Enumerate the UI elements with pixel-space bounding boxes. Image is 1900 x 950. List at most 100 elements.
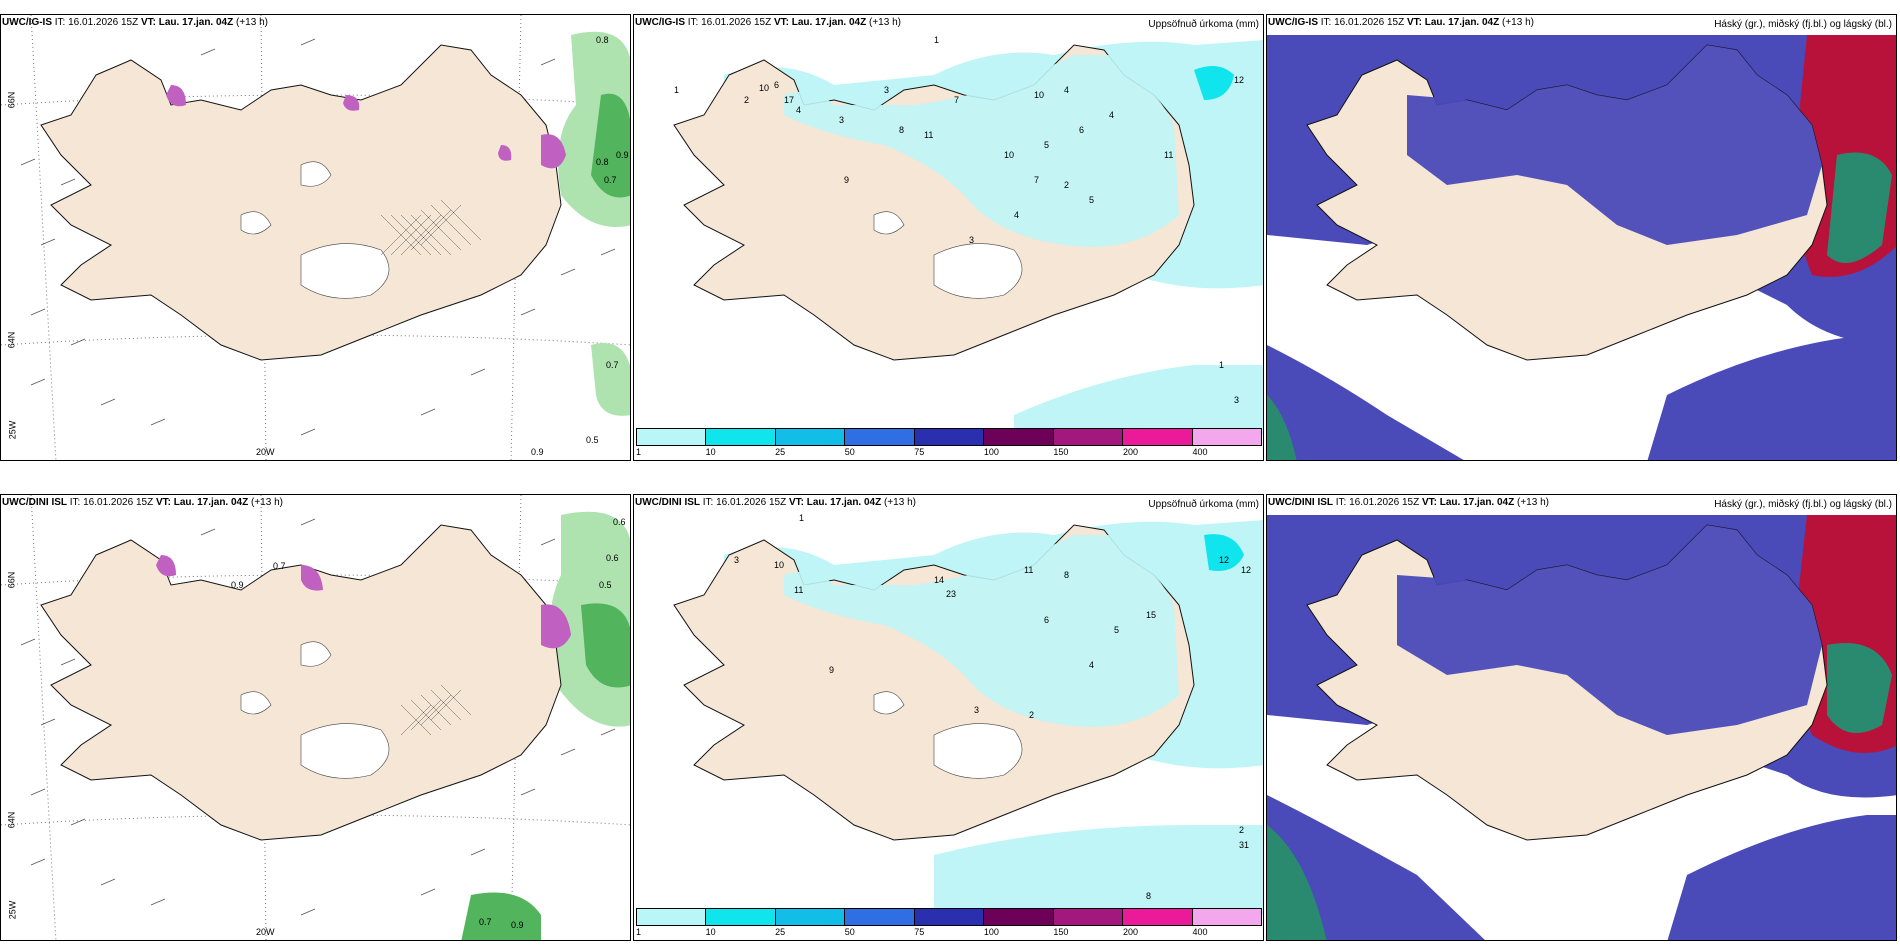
iceland-landmass [40,524,562,841]
colorbar-tick: 25 [775,447,786,457]
right-panel-title: Háský (gr.), miðský (fj.bl.) og lágský (… [1714,19,1892,30]
accum-value: 9 [844,175,850,185]
accum-value: 5 [1044,140,1050,150]
map-clouds [1267,15,1896,460]
vt-label: VT: [1421,497,1437,508]
accum-value: 10 [759,83,770,93]
snowfall-areas [166,85,566,169]
colorbar-tick: 150 [1053,927,1069,937]
lead-time: (+13 h) [1517,497,1549,508]
lon-label-25w: 25W [7,420,18,440]
colorbar-seg [914,429,985,445]
precip-value: 0.7 [273,561,286,571]
panel-r1-clouds: UWC/IG-IS IT: 16.01.2026 15Z VT: Lau. 17… [1266,14,1897,461]
panel-r2-clouds: UWC/DINI ISL IT: 16.01.2026 15Z VT: Lau.… [1266,494,1897,941]
precip-value: 0.5 [599,580,612,590]
model-name: UWC/IG-IS [1268,17,1318,28]
model-name: UWC/DINI ISL [635,497,700,508]
colorbar-tick: 50 [844,447,855,457]
lon-label-25w: 25W [7,900,18,920]
accum-value: 11 [1024,565,1034,575]
accum-value: 10 [1004,150,1015,160]
accum-value: 6 [1044,615,1050,625]
precip-area-south [591,343,630,416]
map-clouds [1267,495,1896,940]
model-name: UWC/DINI ISL [2,497,67,508]
colorbar-tick: 150 [1053,447,1069,457]
it-value: 16.01.2026 15Z [701,17,772,28]
glaciers [873,211,1023,299]
colorbar-ticks: 1 10 25 50 75 100 150 200 400 [636,447,1262,458]
lead-time: (+13 h) [869,17,901,28]
lead-time: (+13 h) [1502,17,1534,28]
hatching-region [400,684,472,736]
glaciers [240,161,390,299]
glaciers [240,641,390,779]
middle-panel-title: Uppsöfnuð úrkoma (mm) [1148,499,1259,510]
colorbar-seg [1192,909,1261,925]
accum-value: 6 [774,80,780,90]
colorbar-seg [775,429,846,445]
colorbar-seg [1123,909,1193,925]
vt-value: Lau. 17.jan. 04Z [1439,497,1515,508]
accum-value: 8 [1146,891,1152,901]
accum-area-ne [1204,534,1244,571]
accum-value: 11 [924,130,934,140]
precip-value: 0.6 [613,517,626,527]
accum-value: 23 [946,589,957,599]
panel-header: UWC/IG-IS IT: 16.01.2026 15Z VT: Lau. 17… [2,17,268,28]
accum-value: 1 [1219,360,1225,370]
accum-value: 2 [1029,710,1035,720]
cloud-over-land [1397,525,1822,735]
accum-value: 8 [1064,570,1070,580]
cloud-high-area [1267,345,1464,460]
accum-value: 4 [1089,660,1095,670]
lon-label-20w: 20W [256,927,275,937]
panel-header: UWC/IG-IS IT: 16.01.2026 15Z VT: Lau. 17… [635,17,901,28]
colorbar-seg [1123,429,1193,445]
vt-label: VT: [773,17,789,28]
accum-value: 4 [1014,210,1020,220]
colorbar-seg [706,909,776,925]
precip-value: 0.7 [604,175,617,185]
wind-barbs [20,38,616,436]
lat-label-64n: 64N [6,811,17,829]
colorbar-seg [845,909,915,925]
colorbar-seg [637,909,707,925]
cloud-over-land [1407,45,1822,245]
colorbar-tick: 400 [1192,447,1208,457]
panel-header: UWC/DINI ISL IT: 16.01.2026 15Z VT: Lau.… [2,497,283,508]
colorbar-tick: 75 [914,447,925,457]
accum-value: 3 [969,235,975,245]
colorbar-seg [637,429,707,445]
lead-time: (+13 h) [251,497,283,508]
accum-value: 14 [934,575,945,585]
precip-value: 0.9 [511,920,524,930]
cloud-low-area [1267,395,1297,460]
lead-time: (+13 h) [236,17,268,28]
accum-value: 11 [794,585,804,595]
it-label: IT: [702,497,714,508]
it-value: 16.01.2026 15Z [68,17,139,28]
cloud-low-area [1827,643,1892,733]
colorbar-tick: 200 [1122,927,1138,937]
colorbar-tick: 75 [914,927,925,937]
map-wind-precip [1,495,630,940]
panel-r2-accumulated: UWC/DINI ISL IT: 16.01.2026 15Z VT: Lau.… [633,494,1264,941]
accum-value: 10 [774,560,785,570]
accum-value: 2 [1064,180,1070,190]
accum-value: 5 [1114,625,1120,635]
colorbar [636,428,1262,446]
accum-value: 31 [1239,840,1250,850]
map-accumulated [673,520,1263,915]
vt-label: VT: [140,17,156,28]
colorbar-tick: 10 [705,447,716,457]
accum-value: 8 [899,125,905,135]
panel-header: UWC/DINI ISL IT: 16.01.2026 15Z VT: Lau.… [1268,497,1549,508]
vt-value: Lau. 17.jan. 04Z [1424,17,1500,28]
accum-value: 4 [1109,110,1115,120]
precip-value: 0.8 [596,35,609,45]
accum-value: 3 [974,705,980,715]
accum-value: 10 [1034,90,1045,100]
colorbar-tick: 1 [636,927,642,937]
